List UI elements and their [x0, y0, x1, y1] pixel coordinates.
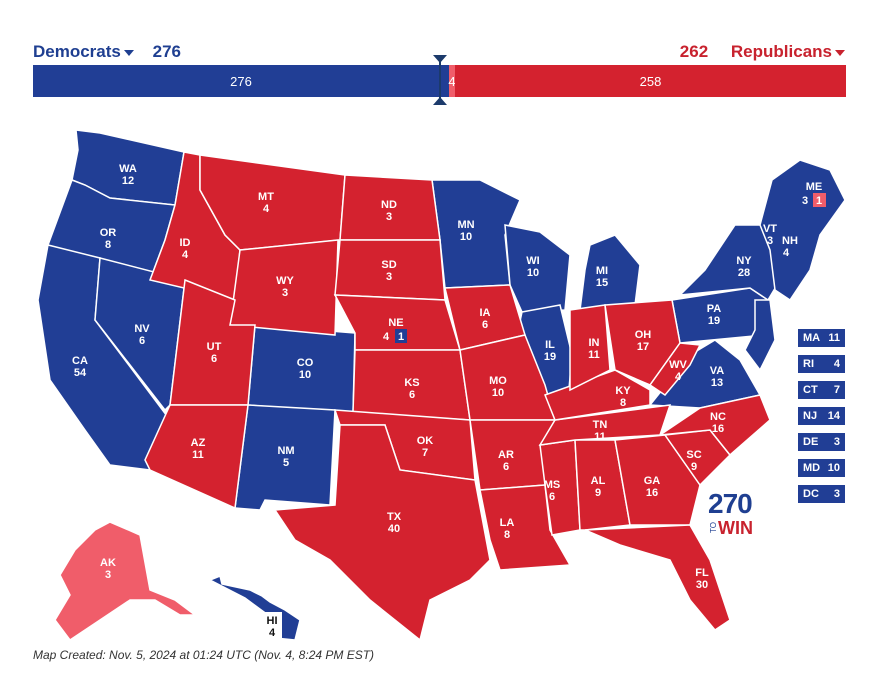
label-ok: OK 7 [417, 435, 434, 459]
chevron-down-icon[interactable] [835, 49, 845, 56]
label-ks: KS 6 [404, 377, 419, 401]
label-pa: PA 19 [707, 303, 722, 327]
dem-bar-segment: 276 [33, 65, 449, 97]
label-nd: ND 3 [381, 199, 397, 223]
state-ga[interactable] [614, 434, 701, 526]
label-sd: SD 3 [381, 259, 396, 283]
label-nh: NH 4 [782, 235, 798, 259]
label-ky: KY 8 [615, 385, 631, 409]
state-ak[interactable] [54, 521, 198, 642]
label-nv: NV 6 [134, 323, 150, 347]
republicans-header: 262 Republicans [680, 42, 845, 62]
small-state-md[interactable]: MD 10 [797, 458, 846, 478]
label-la: LA 8 [500, 517, 515, 541]
logo-win: WIN [718, 518, 753, 538]
label-mi: MI 15 [596, 265, 608, 289]
republicans-dropdown[interactable]: Republicans [730, 42, 832, 61]
small-state-ct[interactable]: CT 7 [797, 380, 846, 400]
state-hi[interactable] [208, 574, 301, 641]
label-fl: FL 30 [695, 567, 709, 591]
label-or: OR 8 [100, 227, 117, 251]
label-ca: CA 54 [72, 355, 88, 379]
rep-bar-segment: 258 [455, 65, 846, 97]
label-ga: GA 16 [644, 475, 661, 499]
label-al: AL 9 [591, 475, 606, 499]
state-mi[interactable] [579, 234, 641, 311]
label-co: CO 10 [297, 357, 314, 381]
chevron-down-icon[interactable] [123, 49, 134, 56]
label-sc: SC 9 [686, 449, 701, 473]
270towin-logo[interactable]: 270 TO WIN [708, 488, 768, 539]
state-mid-atlantic[interactable] [744, 299, 776, 372]
label-me: ME 3 [802, 181, 822, 207]
label-tn: TN 11 [593, 419, 608, 443]
label-hi: HI 4 [267, 615, 278, 639]
state-tn[interactable] [538, 404, 672, 446]
label-ne: NE 4 [383, 317, 404, 343]
label-nc: NC 16 [710, 411, 726, 435]
label-mo: MO 10 [489, 375, 507, 399]
label-wi: WI 10 [526, 255, 539, 279]
democrats-total: 276 [152, 42, 181, 61]
label-il: IL 19 [544, 339, 556, 363]
electoral-vote-bar: 276 4 258 [33, 65, 846, 97]
state-al[interactable] [574, 439, 631, 531]
270-marker-bottom-icon [433, 97, 447, 105]
hi-label-bg [262, 612, 282, 638]
label-ny: NY 28 [736, 255, 752, 279]
state-wv[interactable] [648, 342, 702, 396]
label-ne-district: 1 [398, 331, 404, 343]
logo-to: TO [709, 522, 718, 533]
label-mn: MN 10 [457, 219, 474, 243]
small-state-ma[interactable]: MA 11 [797, 328, 846, 348]
label-oh: OH 17 [635, 329, 652, 353]
map-created-footer: Map Created: Nov. 5, 2024 at 01:24 UTC (… [33, 648, 375, 662]
state-fl[interactable] [584, 524, 731, 631]
label-vt: VT 3 [763, 223, 777, 247]
label-ms: MS 6 [544, 479, 561, 503]
label-az: AZ 11 [191, 437, 206, 461]
label-wa: WA 12 [119, 163, 137, 187]
lean-rep-bar-segment: 4 [448, 65, 456, 97]
us-map: WA 12 OR 8 CA 54 NV 6 ID 4 MT 4 WY 3 UT 6 CO 10 A… [37, 129, 846, 642]
state-in[interactable] [569, 304, 611, 392]
label-ak: AK 3 [100, 557, 116, 581]
state-tx[interactable] [273, 424, 491, 642]
democrats-dropdown[interactable]: Democrats [33, 42, 121, 61]
small-state-de[interactable]: DE 3 [797, 432, 846, 452]
democrats-header: Democrats 276 [33, 42, 181, 62]
me-district-box [813, 193, 826, 207]
label-wy: WY 3 [276, 275, 294, 299]
label-nm: NM 5 [277, 445, 294, 469]
label-in: IN 11 [588, 337, 600, 361]
ne-district-box [395, 329, 407, 343]
label-wv: WV 4 [669, 359, 687, 383]
small-state-ri[interactable]: RI 4 [797, 354, 846, 374]
label-va: VA 13 [710, 365, 725, 389]
270-marker-top-icon [433, 55, 447, 63]
logo-number: 270 [708, 488, 753, 519]
label-me-district: 1 [816, 195, 822, 207]
label-ar: AR 6 [498, 449, 514, 473]
label-mt: MT 4 [258, 191, 274, 215]
state-az[interactable] [144, 404, 249, 510]
state-nc[interactable] [659, 394, 771, 457]
label-ia: IA 6 [480, 307, 491, 331]
270-marker-line [439, 60, 441, 100]
label-tx: TX 40 [387, 511, 402, 535]
small-state-dc[interactable]: DC 3 [797, 484, 846, 504]
label-id: ID 4 [180, 237, 191, 261]
republicans-total: 262 [679, 42, 709, 61]
small-state-nj[interactable]: NJ 14 [797, 406, 846, 426]
label-ut: UT 6 [207, 341, 222, 365]
